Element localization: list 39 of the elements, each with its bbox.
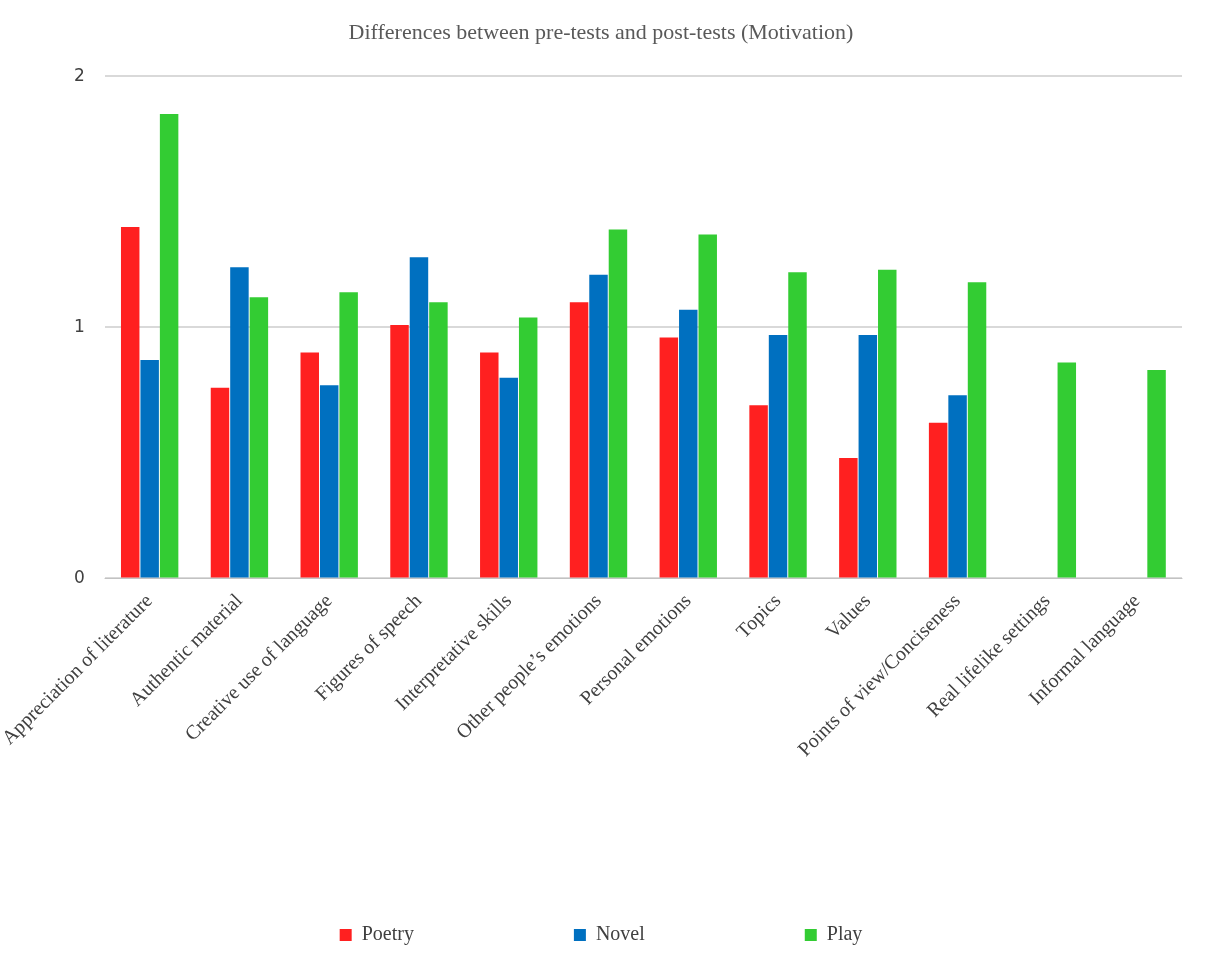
bar: [499, 377, 518, 578]
bar: [698, 234, 717, 578]
bar: [518, 317, 538, 578]
legend-label: Poetry: [361, 922, 414, 946]
bar: [390, 324, 409, 578]
bar: [569, 302, 589, 578]
bar: [339, 292, 358, 578]
bar: [928, 422, 948, 578]
bar: [589, 274, 608, 578]
bar: [788, 272, 807, 578]
bar: [878, 269, 897, 578]
bar: [608, 229, 628, 578]
legend-label: Novel: [595, 922, 646, 945]
bar: [300, 352, 319, 578]
bar: [858, 334, 878, 578]
bar: [480, 352, 499, 578]
bar: [159, 114, 179, 578]
y-tick-label: 0: [73, 566, 85, 587]
y-tick-label: 1: [73, 315, 85, 336]
bar: [230, 267, 249, 578]
bar: [140, 360, 159, 578]
bar: [249, 297, 269, 578]
chart-title: Differences between pre-tests and post-tests (Motivation): [348, 18, 854, 44]
bar: [120, 227, 140, 578]
bar: [967, 282, 987, 578]
bar: [768, 334, 788, 578]
bar: [210, 387, 230, 578]
bar: [1057, 362, 1077, 578]
bar: [319, 385, 339, 578]
bar: [429, 302, 448, 578]
bar: [839, 457, 858, 578]
bar: [948, 395, 967, 578]
bar: [679, 309, 698, 578]
legend-label: Play: [826, 922, 863, 946]
bar: [409, 257, 429, 578]
bar: [659, 337, 679, 578]
bar: [749, 405, 768, 578]
y-tick-label: 2: [73, 64, 85, 85]
bar: [1147, 370, 1166, 578]
